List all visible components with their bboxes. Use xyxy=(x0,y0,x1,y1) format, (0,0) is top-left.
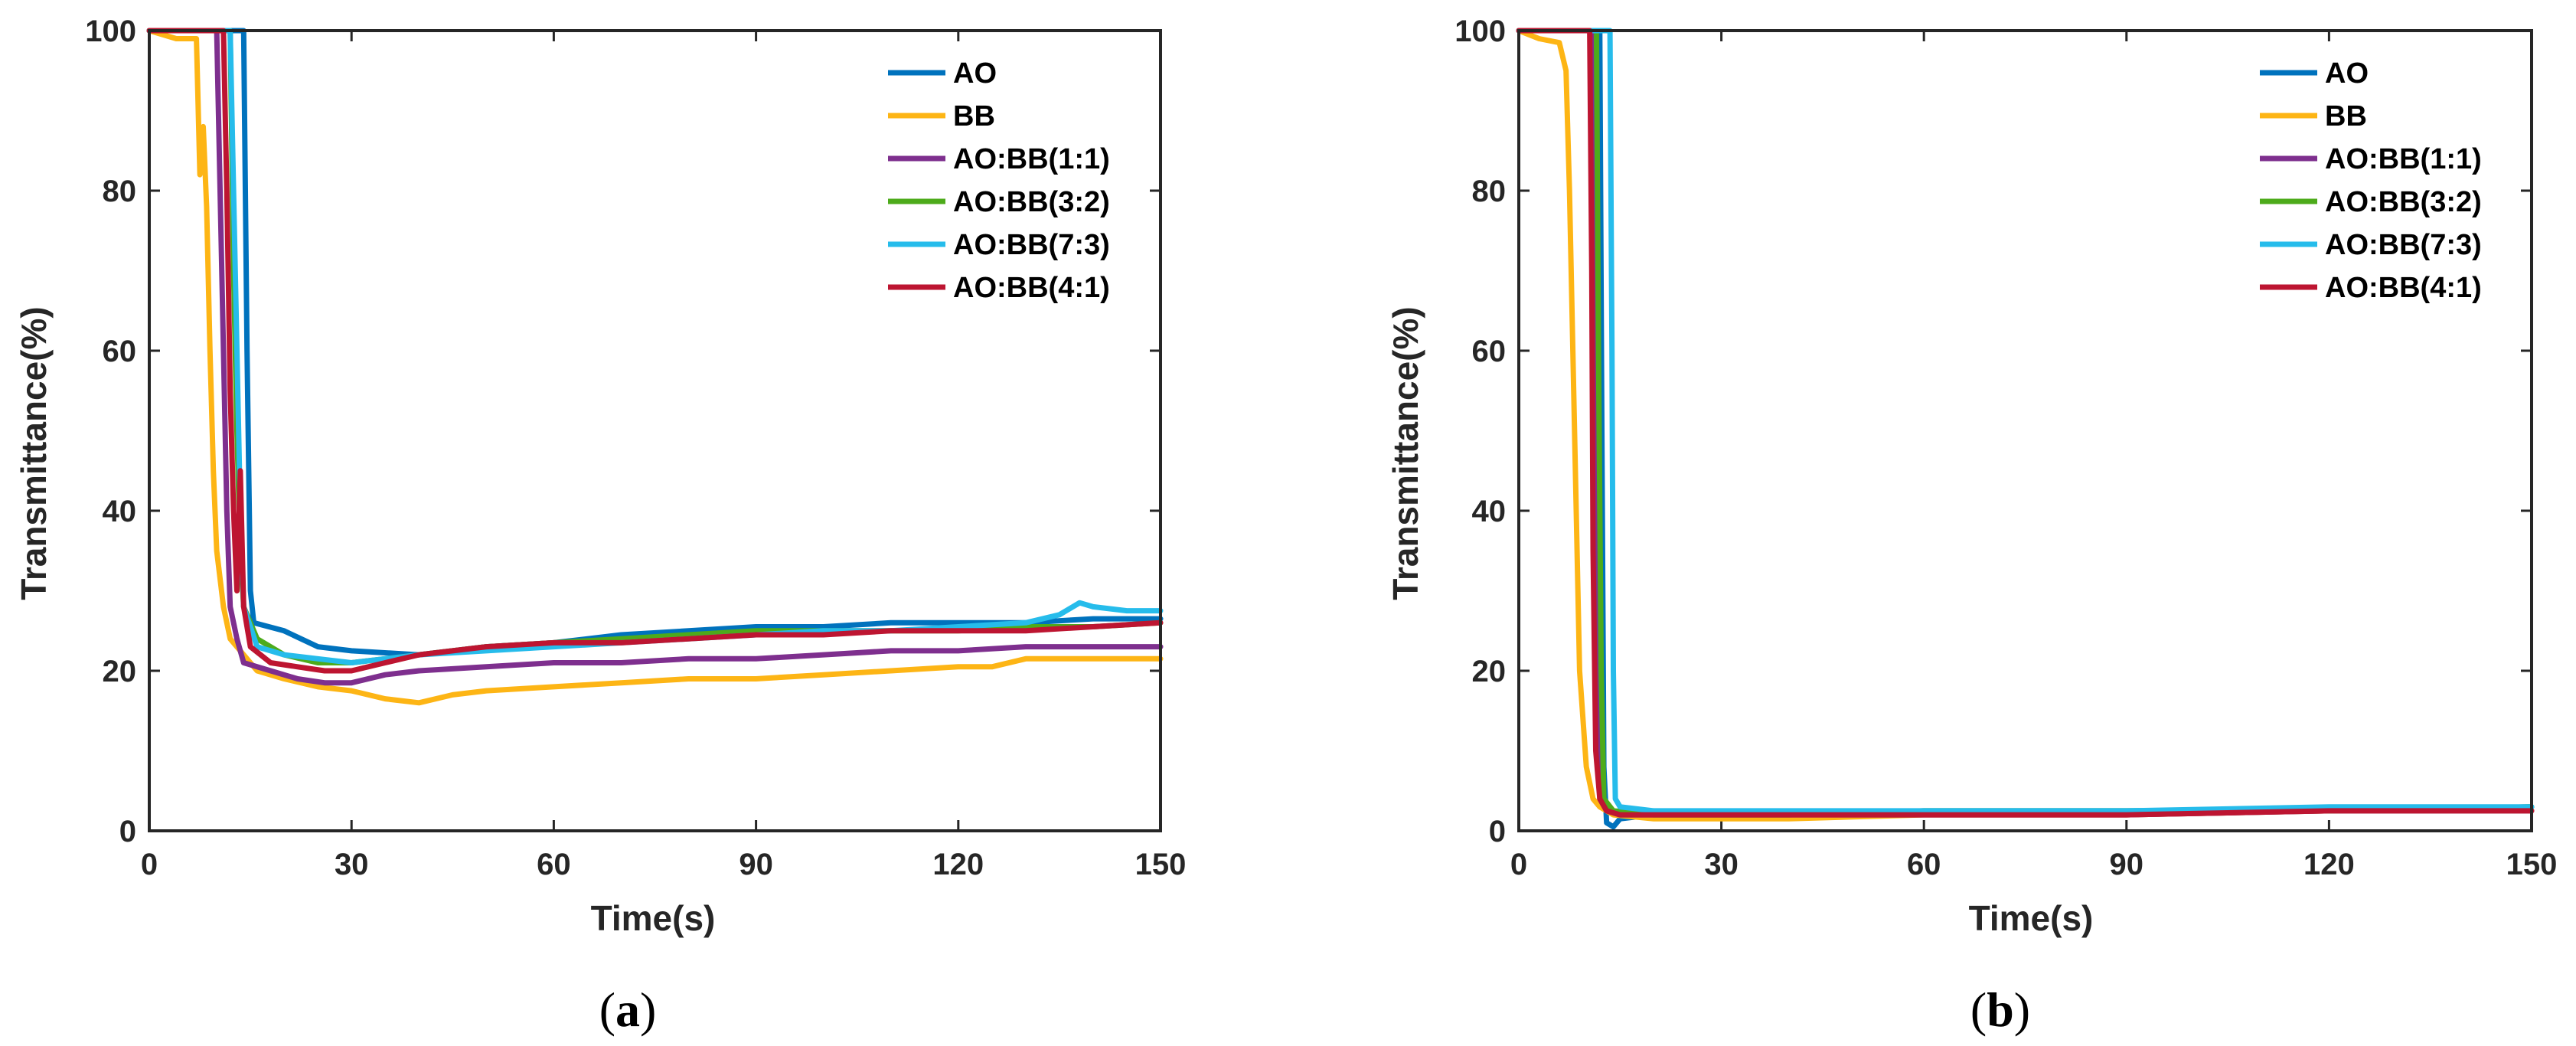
series-line-ao-bb-1-1 xyxy=(146,28,1164,686)
legend-label: AO xyxy=(953,57,997,90)
plot-frame xyxy=(148,29,1162,832)
y-tick-label: 20 xyxy=(1472,655,1507,688)
legend-label: AO:BB(1:1) xyxy=(2325,143,2482,175)
y-tick-label: 80 xyxy=(103,175,137,208)
series-line-ao-bb-3-2 xyxy=(146,28,1164,665)
y-tick-label: 100 xyxy=(85,15,136,48)
legend-label: AO xyxy=(2325,57,2369,90)
tick-group: 0 30 60 90 120 150 0 20 40 60 80 100 xyxy=(1455,15,2557,881)
legend-label: AO:BB(3:2) xyxy=(2325,186,2482,218)
tick-group: 0 30 60 90 120 150 0 20 40 60 80 100 xyxy=(85,15,1186,881)
y-tick-label: 60 xyxy=(103,335,137,368)
x-tick-label: 30 xyxy=(335,848,369,881)
y-tick-label: 0 xyxy=(119,815,136,848)
series-lines xyxy=(146,28,1164,706)
y-tick-label: 80 xyxy=(1472,175,1507,208)
x-axis-title: Time(s) xyxy=(591,898,716,938)
series-line-ao-bb-7-3 xyxy=(1516,28,2535,814)
y-axis-title: Transmittance(%) xyxy=(14,306,54,600)
x-tick-label: 150 xyxy=(2506,848,2558,881)
series-line-ao-bb-4-1 xyxy=(1516,28,2535,818)
legend-label: BB xyxy=(2325,100,2367,132)
series-line-ao-bb-7-3 xyxy=(146,28,1164,665)
y-tick-label: 40 xyxy=(103,495,137,528)
x-tick-label: 60 xyxy=(1907,848,1941,881)
panel-caption-b: (b) xyxy=(1970,982,2030,1037)
chart-panel-b: Transmittance(%) Time(s) 0 30 60 90 120 150 0 2… xyxy=(1386,15,2557,1037)
y-tick-label: 20 xyxy=(103,655,137,688)
legend-label: AO:BB(1:1) xyxy=(953,143,1110,175)
y-tick-label: 100 xyxy=(1455,15,1506,48)
legend-label: AO:BB(4:1) xyxy=(953,272,1110,304)
legend-label: AO:BB(7:3) xyxy=(2325,229,2482,261)
legend: AO BB AO:BB(1:1) AO:BB(3:2) AO:BB(7:3) AO:BB(… xyxy=(888,57,1110,304)
x-tick-label: 60 xyxy=(537,848,571,881)
series-lines xyxy=(1516,28,2535,830)
y-tick-label: 60 xyxy=(1472,335,1507,368)
x-axis-title: Time(s) xyxy=(1969,898,2094,938)
x-tick-label: 120 xyxy=(932,848,984,881)
y-axis-title-text: Transmittance(%) xyxy=(14,306,54,600)
panel-caption-letter-a: a xyxy=(615,982,640,1037)
y-axis-title-text: Transmittance(%) xyxy=(1386,306,1425,600)
plot-frame xyxy=(1517,29,2533,832)
x-tick-label: 90 xyxy=(2110,848,2144,881)
y-tick-label: 40 xyxy=(1472,495,1507,528)
series-line-bb xyxy=(146,28,1164,706)
legend-label: BB xyxy=(953,100,995,132)
legend-label: AO:BB(4:1) xyxy=(2325,272,2482,304)
legend-label: AO:BB(3:2) xyxy=(953,186,1110,218)
x-tick-label: 150 xyxy=(1135,848,1187,881)
x-tick-label: 30 xyxy=(1704,848,1739,881)
series-line-ao xyxy=(146,28,1164,658)
series-line-ao-bb-4-1 xyxy=(146,28,1164,674)
x-tick-label: 0 xyxy=(1510,848,1527,881)
x-tick-label: 120 xyxy=(2303,848,2355,881)
y-axis-title: Transmittance(%) xyxy=(1386,306,1425,600)
panel-caption-a: (a) xyxy=(599,982,657,1037)
chart-panel-a: Transmittance(%) Time(s) 0 30 60 90 120 150 0 2… xyxy=(14,15,1186,1037)
legend-label: AO:BB(7:3) xyxy=(953,229,1110,261)
panel-caption-letter-b: b xyxy=(1987,982,2014,1037)
y-tick-label: 0 xyxy=(1489,815,1506,848)
legend: AO BB AO:BB(1:1) AO:BB(3:2) AO:BB(7:3) AO:BB(… xyxy=(2260,57,2482,304)
x-tick-label: 0 xyxy=(141,848,158,881)
x-tick-label: 90 xyxy=(739,848,773,881)
